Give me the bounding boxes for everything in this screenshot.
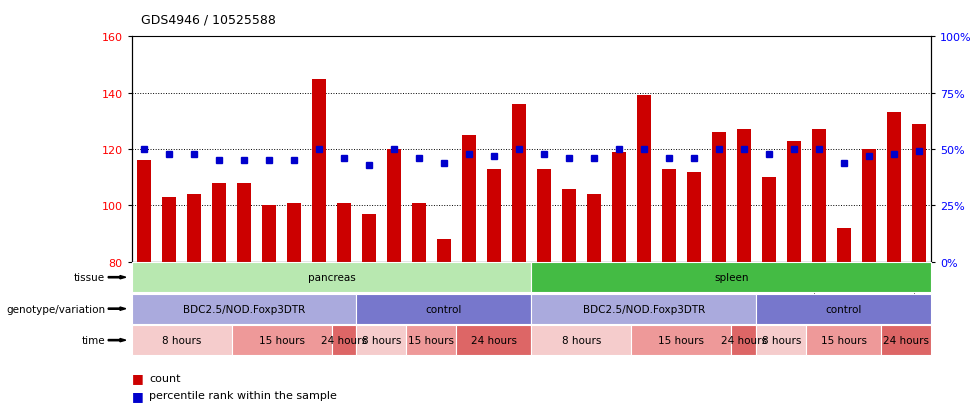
Bar xyxy=(132,263,531,292)
Bar xyxy=(187,195,201,262)
Bar xyxy=(562,189,575,262)
Bar xyxy=(387,150,401,262)
Bar xyxy=(587,195,601,262)
Bar xyxy=(881,325,931,355)
Text: 15 hours: 15 hours xyxy=(409,335,454,345)
Text: 24 hours: 24 hours xyxy=(471,335,517,345)
Text: tissue: tissue xyxy=(74,273,105,282)
Text: pancreas: pancreas xyxy=(308,273,355,282)
Bar xyxy=(337,203,351,262)
Text: BDC2.5/NOD.Foxp3DTR: BDC2.5/NOD.Foxp3DTR xyxy=(183,304,305,314)
Bar xyxy=(761,178,775,262)
Text: 24 hours: 24 hours xyxy=(721,335,766,345)
Bar xyxy=(912,124,925,262)
Bar xyxy=(357,325,407,355)
Bar xyxy=(357,294,531,324)
Bar xyxy=(757,294,931,324)
Bar xyxy=(531,263,931,292)
Bar xyxy=(806,325,881,355)
Text: count: count xyxy=(149,373,180,383)
Bar xyxy=(812,130,826,262)
Bar xyxy=(213,183,226,262)
Text: BDC2.5/NOD.Foxp3DTR: BDC2.5/NOD.Foxp3DTR xyxy=(583,304,705,314)
Text: time: time xyxy=(82,335,105,345)
Text: genotype/variation: genotype/variation xyxy=(6,304,105,314)
Text: 24 hours: 24 hours xyxy=(883,335,929,345)
Bar xyxy=(488,169,501,262)
Bar xyxy=(456,325,531,355)
Bar xyxy=(531,294,757,324)
Text: control: control xyxy=(426,304,462,314)
Text: 15 hours: 15 hours xyxy=(258,335,304,345)
Bar xyxy=(512,104,526,262)
Bar xyxy=(537,169,551,262)
Bar xyxy=(362,214,375,262)
Bar xyxy=(137,161,151,262)
Bar xyxy=(232,325,332,355)
Bar xyxy=(262,206,276,262)
Text: 8 hours: 8 hours xyxy=(362,335,401,345)
Bar xyxy=(787,141,800,262)
Bar xyxy=(462,135,476,262)
Text: 24 hours: 24 hours xyxy=(321,335,367,345)
Text: control: control xyxy=(826,304,862,314)
Bar xyxy=(637,96,650,262)
Bar xyxy=(712,133,725,262)
Bar xyxy=(737,130,751,262)
Text: ■: ■ xyxy=(132,389,143,402)
Text: GDS4946 / 10525588: GDS4946 / 10525588 xyxy=(141,14,276,27)
Bar xyxy=(407,325,456,355)
Text: spleen: spleen xyxy=(714,273,749,282)
Bar xyxy=(132,325,232,355)
Text: 15 hours: 15 hours xyxy=(658,335,704,345)
Bar xyxy=(332,325,357,355)
Text: 15 hours: 15 hours xyxy=(821,335,867,345)
Bar xyxy=(731,325,757,355)
Bar xyxy=(312,79,326,262)
Text: 8 hours: 8 hours xyxy=(562,335,601,345)
Bar xyxy=(132,294,357,324)
Bar xyxy=(887,113,901,262)
Bar xyxy=(437,240,450,262)
Text: ■: ■ xyxy=(132,371,143,385)
Bar xyxy=(412,203,426,262)
Text: 8 hours: 8 hours xyxy=(162,335,201,345)
Bar xyxy=(162,197,175,262)
Bar xyxy=(687,172,701,262)
Bar xyxy=(862,150,876,262)
Bar xyxy=(531,325,632,355)
Text: percentile rank within the sample: percentile rank within the sample xyxy=(149,390,337,400)
Bar xyxy=(662,169,676,262)
Bar xyxy=(612,152,626,262)
Bar xyxy=(757,325,806,355)
Bar xyxy=(237,183,251,262)
Bar xyxy=(288,203,301,262)
Bar xyxy=(632,325,731,355)
Bar xyxy=(837,228,850,262)
Text: 8 hours: 8 hours xyxy=(761,335,800,345)
